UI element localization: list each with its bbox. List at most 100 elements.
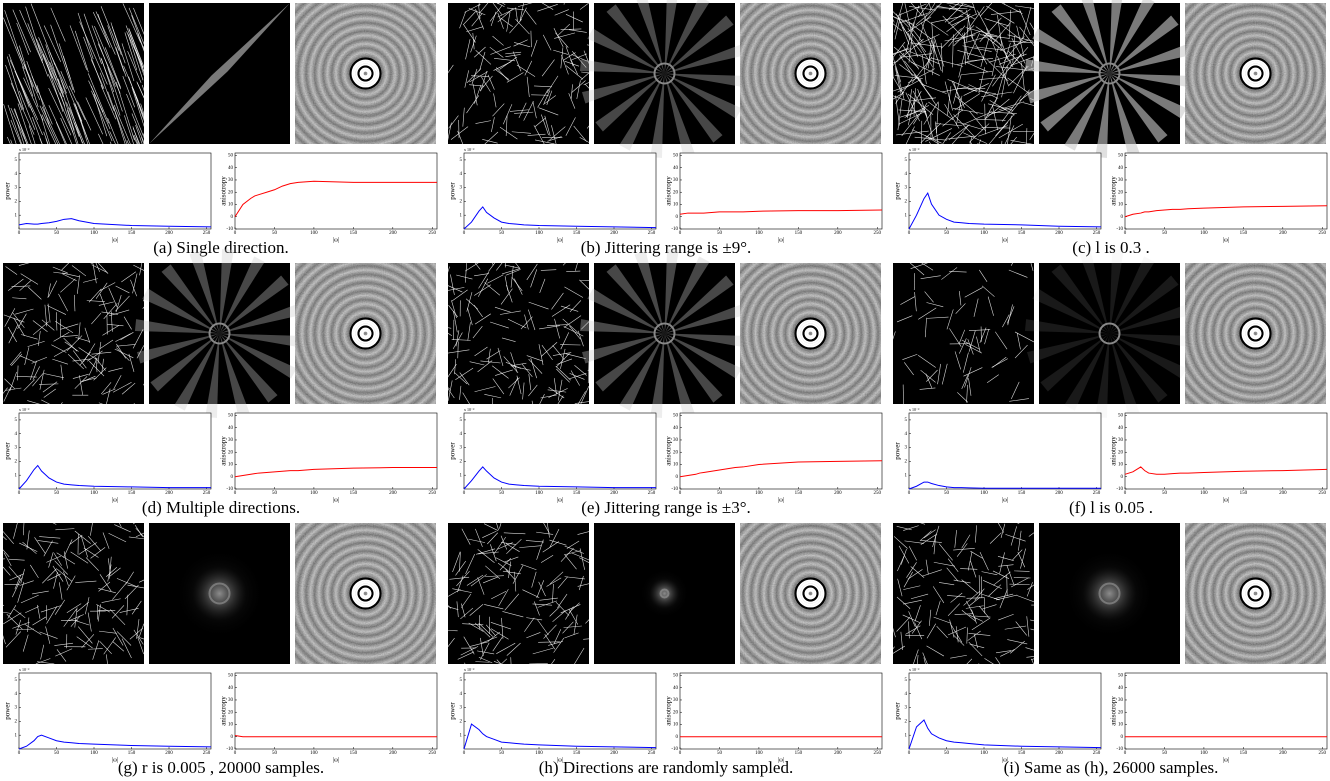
x-tick-label: 50: [499, 231, 505, 236]
scale-label: x 10⁻³: [909, 147, 920, 152]
y-tick-label: 50: [1118, 154, 1124, 159]
y-tick-label: 30: [673, 438, 679, 443]
stroke-line: [922, 0, 949, 3]
x-tick-label: 100: [310, 491, 318, 496]
y-tick-label: -10: [1116, 487, 1123, 492]
y-axis-label: power: [4, 442, 12, 460]
x-tick-label: 0: [908, 231, 911, 236]
y-tick-label: 50: [1118, 414, 1124, 419]
plot-frame: [1125, 413, 1327, 489]
x-tick-label: 200: [1279, 231, 1287, 236]
x-tick-label: 150: [795, 491, 803, 496]
x-tick-label: 100: [90, 231, 98, 236]
panel: 05010015020025012345powerx 10⁻³|ω|050100…: [0, 509, 437, 777]
x-tick-label: 250: [429, 231, 437, 236]
scale-label: x 10⁻³: [19, 147, 30, 152]
y-tick-label: 3: [905, 446, 908, 451]
y-tick-label: 50: [228, 154, 234, 159]
x-tick-label: 50: [717, 491, 723, 496]
x-axis-label: |ω|: [112, 497, 118, 503]
stroke-line: [541, 144, 554, 152]
x-axis-label: |ω|: [1002, 497, 1008, 503]
x-tick-label: 50: [944, 491, 950, 496]
y-tick-label: -10: [226, 487, 233, 492]
y-tick-label: 4: [15, 692, 18, 697]
x-tick-label: 50: [1162, 231, 1168, 236]
x-tick-label: 50: [717, 751, 723, 756]
stroke-line: [77, 258, 93, 264]
x-tick-label: 150: [350, 751, 358, 756]
x-tick-label: 100: [1200, 751, 1208, 756]
x-axis-label: |ω|: [1223, 497, 1229, 503]
y-tick-label: 50: [673, 414, 679, 419]
y-tick-label: 0: [231, 215, 234, 220]
x-tick-label: 0: [463, 231, 466, 236]
y-tick-label: -10: [671, 747, 678, 752]
y-tick-label: 50: [673, 154, 679, 159]
y-tick-label: 2: [15, 720, 18, 725]
x-tick-label: 200: [1055, 491, 1063, 496]
y-tick-label: 2: [460, 200, 463, 205]
x-tick-label: 250: [429, 751, 437, 756]
x-tick-label: 50: [1162, 491, 1168, 496]
y-tick-label: 4: [905, 432, 908, 437]
y-tick-label: 0: [676, 215, 679, 220]
rings-ripple: [740, 3, 881, 144]
x-tick-label: 150: [795, 751, 803, 756]
y-tick-label: 2: [905, 460, 908, 465]
y-tick-label: 10: [228, 463, 234, 468]
x-tick-label: 50: [499, 491, 505, 496]
y-tick-label: 3: [15, 186, 18, 191]
y-tick-label: 10: [228, 723, 234, 728]
y-tick-label: 20: [228, 710, 234, 715]
y-axis-label: power: [4, 182, 12, 200]
x-tick-label: 0: [234, 491, 237, 496]
caption: (b) Jittering range is ±9°.: [581, 238, 752, 257]
plot-frame: [680, 153, 882, 229]
y-tick-label: 30: [228, 178, 234, 183]
x-tick-label: 100: [535, 231, 543, 236]
x-tick-label: 0: [463, 491, 466, 496]
y-tick-label: 20: [1118, 450, 1124, 455]
x-tick-label: 150: [128, 491, 136, 496]
x-tick-label: 50: [944, 751, 950, 756]
stroke-line: [884, 647, 895, 662]
y-tick-label: 30: [228, 698, 234, 703]
x-tick-label: 200: [165, 751, 173, 756]
pattern-background: [3, 523, 144, 664]
x-tick-label: 150: [1018, 231, 1026, 236]
y-tick-label: 1: [905, 733, 908, 738]
y-tick-label: 5: [905, 158, 908, 163]
plot-frame: [464, 413, 656, 489]
x-tick-label: 150: [795, 231, 803, 236]
x-axis-label: |ω|: [333, 237, 339, 243]
stroke-line: [435, 377, 450, 389]
y-tick-label: 0: [676, 475, 679, 480]
x-tick-label: 50: [54, 491, 60, 496]
panel: 05010015020025012345powerx 10⁻³|ω|050100…: [440, 511, 882, 777]
rings-ripple: [1185, 523, 1326, 664]
x-tick-label: 250: [874, 491, 882, 496]
y-tick-label: 20: [673, 450, 679, 455]
x-axis-label: |ω|: [778, 237, 784, 243]
y-tick-label: 1: [460, 733, 463, 738]
y-tick-label: 50: [673, 674, 679, 679]
y-tick-label: 30: [228, 438, 234, 443]
y-tick-label: 30: [673, 178, 679, 183]
y-tick-label: 40: [673, 686, 679, 691]
x-tick-label: 0: [18, 751, 21, 756]
x-tick-label: 0: [679, 231, 682, 236]
x-tick-label: 150: [1240, 231, 1248, 236]
x-tick-label: 250: [429, 491, 437, 496]
spectrum-blob: [640, 569, 690, 619]
x-tick-label: 0: [234, 751, 237, 756]
y-tick-label: 0: [1121, 475, 1124, 480]
pattern-background: [3, 263, 144, 404]
panel: 05010015020025012345powerx 10⁻³|ω|050100…: [884, 515, 1327, 777]
y-tick-label: 40: [1118, 426, 1124, 431]
y-tick-label: 3: [905, 706, 908, 711]
y-axis-label: anisotropy: [665, 176, 673, 206]
x-tick-label: 250: [1093, 751, 1101, 756]
y-tick-label: -10: [226, 227, 233, 232]
x-tick-label: 0: [679, 491, 682, 496]
